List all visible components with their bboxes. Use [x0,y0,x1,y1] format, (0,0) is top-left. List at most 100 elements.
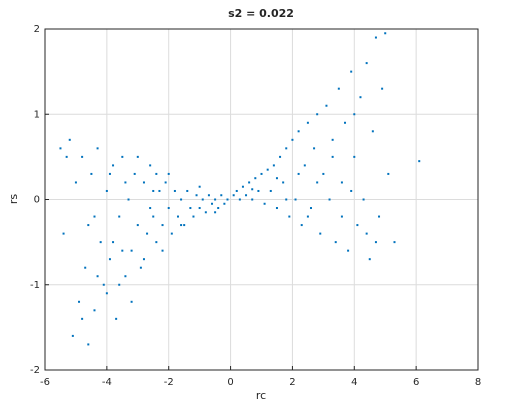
point [152,215,155,218]
point [170,232,173,235]
point [279,155,282,158]
point [93,309,96,312]
point [297,172,300,175]
point [164,181,167,184]
point [374,241,377,244]
point [306,215,309,218]
point [362,198,365,201]
point [260,172,263,175]
point [266,168,269,171]
point [303,164,306,167]
point [201,198,204,201]
point [136,155,139,158]
point [217,207,220,210]
plot-frame [44,28,479,371]
point [118,283,121,286]
point [133,172,136,175]
point [161,249,164,252]
point [359,96,362,99]
point [189,207,192,210]
point [108,258,111,261]
point [418,160,421,163]
point [331,155,334,158]
point [238,198,241,201]
point [347,249,350,252]
point [384,32,387,35]
point [322,172,325,175]
point [105,189,108,192]
point [331,138,334,141]
point [248,181,251,184]
y-tick-label: -2 [30,365,40,376]
point [167,172,170,175]
point [350,70,353,73]
point [149,207,152,210]
point [158,189,161,192]
point [127,198,130,201]
point [78,300,81,303]
point [309,207,312,210]
point [173,189,176,192]
point [195,194,198,197]
point [96,275,99,278]
point [74,181,77,184]
y-tick-label: -1 [30,280,40,291]
x-tick-label: -6 [40,377,50,388]
point [84,266,87,269]
point [275,207,278,210]
point [381,87,384,90]
x-tick-label: -2 [164,377,174,388]
point [356,224,359,227]
point [149,164,152,167]
x-axis-label: rc [256,389,266,402]
point [294,198,297,201]
point [254,177,257,180]
point [152,189,155,192]
point [108,172,111,175]
point [365,232,368,235]
point [198,185,201,188]
point [214,211,217,214]
point [105,292,108,295]
point [155,241,158,244]
point [272,164,275,167]
chart-title: s2 = 0.022 [228,7,294,20]
x-tick-label: 8 [475,377,481,388]
point [136,224,139,227]
point [226,198,229,201]
point [118,215,121,218]
point [297,130,300,133]
point [223,202,226,205]
point [142,258,145,261]
point [350,189,353,192]
point [183,224,186,227]
point [204,211,207,214]
point [81,317,84,320]
point [81,155,84,158]
point [275,177,278,180]
point [87,224,90,227]
point [102,283,105,286]
y-tick-label: 1 [34,109,40,120]
point [71,334,74,337]
point [142,181,145,184]
point [285,147,288,150]
point [180,224,183,227]
point [198,207,201,210]
point [96,147,99,150]
point [285,198,288,201]
point [340,215,343,218]
point [337,87,340,90]
point [124,275,127,278]
point [328,198,331,201]
point [257,189,260,192]
point [245,194,248,197]
point [288,215,291,218]
point [139,266,142,269]
point [211,202,214,205]
point [282,181,285,184]
point [124,181,127,184]
point [235,189,238,192]
